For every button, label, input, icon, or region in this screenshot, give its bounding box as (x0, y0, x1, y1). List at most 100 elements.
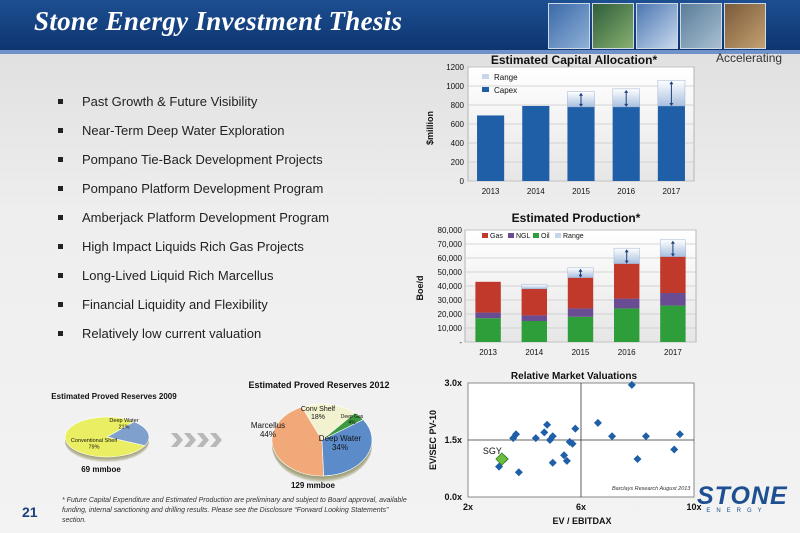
capex-bar (612, 106, 640, 181)
pie-slice (106, 421, 150, 446)
y-tick-label: 3.0x (444, 378, 462, 388)
capex-bar (522, 105, 550, 181)
range-arrowhead-icon (624, 89, 629, 93)
data-point (670, 445, 679, 454)
list-item: High Impact Liquids Rich Gas Projects (56, 239, 329, 268)
valuations-annotation: Barclays Research August 2013 (612, 486, 691, 492)
capex-plot: 0 200 400 600 800 1000 1200 2013 2014 2015 2016 201… (425, 63, 695, 196)
slice-label: Marcellus (251, 421, 285, 430)
data-point (560, 451, 569, 460)
data-point (641, 432, 650, 441)
list-item: Pompano Tie-Back Development Projects (56, 152, 329, 181)
page-title: Stone Energy Investment Thesis (34, 6, 403, 36)
oil-bar-segment (475, 318, 501, 342)
gas-bar-segment (475, 281, 501, 313)
reserves-2009-total: 69 mmboe (81, 465, 121, 474)
legend-ngl-label: NGL (516, 233, 531, 240)
list-item: Long-Lived Liquid Rich Marcellus (56, 268, 329, 297)
gas-bar-segment (521, 288, 548, 316)
header-photo-1 (548, 3, 590, 49)
data-point (548, 458, 557, 467)
slice-percent: 4% (348, 420, 356, 426)
chevron-arrows-icon (171, 433, 222, 447)
slice-label: Conv Shelf (301, 406, 335, 413)
x-tick-label: 2017 (664, 348, 682, 357)
legend-gas-label: Gas (490, 233, 503, 240)
capex-bar (657, 105, 685, 181)
y-tick-label: 1000 (446, 82, 464, 91)
data-point (512, 430, 521, 439)
header-photo-4 (680, 3, 722, 49)
x-tick-label: 2014 (527, 187, 545, 196)
range-bar (521, 284, 548, 290)
reserves-2009-title: Estimated Proved Reserves 2009 (51, 392, 177, 401)
accelerating-label: Accelerating (716, 51, 783, 65)
y-tick-label: 0.0x (444, 492, 462, 502)
data-point (514, 468, 523, 477)
legend-range-label: Range (494, 73, 518, 82)
production-ylabel: Boe/d (415, 275, 425, 300)
capex-ylabel: $million (425, 111, 435, 145)
y-tick-label: 20,000 (438, 310, 463, 319)
capex-bars (477, 80, 686, 181)
y-tick-label: 30,000 (438, 296, 463, 305)
range-arrowhead-icon (670, 253, 675, 257)
footnote: * Future Capital Expenditure and Estimat… (62, 497, 407, 524)
y-tick-label: 800 (451, 101, 465, 110)
slice-label: Conventional Shelf (71, 438, 118, 444)
capex-bar (567, 106, 595, 181)
stone-energy-logo: STONE ENERGY (697, 483, 787, 521)
header-photo-2 (592, 3, 634, 49)
range-arrowhead-icon (579, 92, 583, 96)
y-tick-label: 400 (451, 139, 465, 148)
y-tick-label: 600 (451, 120, 465, 129)
range-arrowhead-icon (670, 240, 675, 244)
slice-percent: 34% (332, 443, 348, 452)
production-plot: - 10,000 20,000 30,000 40,000 50,000 60,000 70,… (415, 226, 697, 357)
data-point (675, 430, 684, 439)
data-point (608, 432, 617, 441)
capex-bar (477, 115, 505, 181)
valuations-axes: 0.0x 1.5x 3.0x 2x 6x 10x (444, 378, 701, 512)
x-tick-label: 2015 (572, 348, 590, 357)
data-point (562, 456, 571, 465)
data-point (543, 420, 552, 429)
slice-label: Deep Water (109, 418, 138, 424)
data-point (531, 434, 540, 443)
legend-range2-label: Range (563, 233, 584, 240)
legend-oil-swatch (533, 233, 539, 238)
legend-range-swatch (482, 74, 489, 79)
header-photo-5 (724, 3, 766, 49)
data-point (548, 432, 557, 441)
x-tick-label: 2016 (617, 187, 635, 196)
range-arrowhead-icon (579, 103, 583, 107)
legend-range2-swatch (555, 233, 561, 238)
oil-bar-segment (613, 308, 640, 342)
valuations-plot: 0.0x 1.5x 3.0x 2x 6x 10x SGY EV / EBITDAX EV/… (428, 378, 702, 526)
x-tick-label: 2013 (482, 187, 500, 196)
range-arrowhead-icon (578, 268, 583, 272)
list-item: Relatively low current valuation (56, 326, 329, 355)
legend-capex-label: Capex (494, 86, 517, 95)
pie-slice (301, 403, 356, 441)
ngl-bar-segment (660, 293, 686, 306)
valuations-ylabel: EV/SEC PV-10 (428, 410, 438, 470)
valuations-xlabel: EV / EBITDAX (552, 516, 611, 526)
oil-bar-segment (521, 321, 548, 342)
x-tick-label: 2016 (618, 348, 636, 357)
production-ticks: - 10,000 20,000 30,000 40,000 50,000 60,000 70,… (438, 226, 683, 357)
x-tick-label: 2015 (572, 187, 590, 196)
y-tick-label: - (459, 338, 462, 347)
y-tick-label: 60,000 (438, 254, 463, 263)
gas-bar-segment (660, 256, 686, 293)
ngl-bar-segment (613, 298, 640, 309)
data-point (627, 380, 636, 389)
header-photo-3 (636, 3, 678, 49)
y-tick-label: 10,000 (438, 324, 463, 333)
ngl-bar-segment (521, 315, 548, 321)
ngl-bar-segment (567, 308, 594, 317)
slice-percent: 18% (311, 414, 325, 421)
oil-bar-segment (660, 305, 686, 342)
header-strip (0, 50, 800, 54)
